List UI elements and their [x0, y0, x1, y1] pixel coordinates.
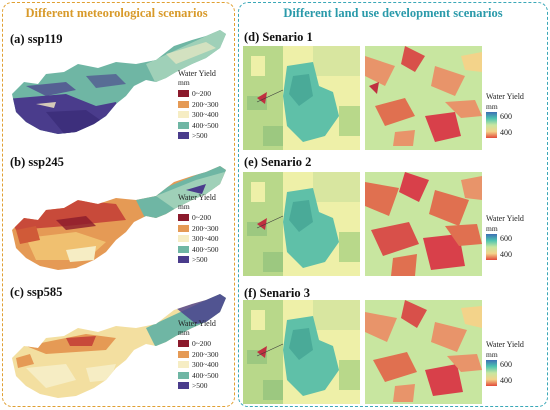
legend-item: 0~200: [178, 89, 219, 100]
legend-swatch: [178, 371, 189, 379]
legend-swatch: [178, 121, 189, 129]
legend-unit: mm: [178, 78, 190, 87]
legend-item: >500: [178, 381, 219, 392]
legend-title: Water Yield: [486, 340, 524, 349]
water-yield-map-senario-1: [365, 46, 482, 150]
legend-min-label: 400: [500, 128, 512, 137]
legend-max-label: 600: [500, 234, 512, 243]
legend-item: 200~300: [178, 223, 219, 234]
legend-swatch: [178, 90, 189, 98]
legend-ssp585: Water Yield mm 0~200 200~300 300~400 400…: [178, 320, 219, 391]
color-ramp: [486, 360, 497, 386]
color-ramp: [486, 112, 497, 138]
legend-item: 200~300: [178, 99, 219, 110]
legend-item: 300~400: [178, 360, 219, 371]
legend-label: 200~300: [192, 99, 219, 109]
color-ramp: [486, 234, 497, 260]
legend-label: 200~300: [192, 223, 219, 233]
legend-ssp119: Water Yield mm 0~200 200~300 300~400 400…: [178, 70, 219, 141]
legend-label: 400~500: [192, 244, 219, 254]
legend-item: 400~500: [178, 120, 219, 131]
meteorological-scenarios-panel: [2, 2, 235, 407]
map-ssp585: [12, 294, 226, 398]
legend-label: 300~400: [192, 110, 219, 119]
legend-senario-3: Water Yield mm 600 400: [486, 340, 546, 386]
legend-label: 400~500: [192, 120, 219, 130]
legend-item: 400~500: [178, 244, 219, 255]
land-use-panel-title: Different land use development scenarios: [283, 6, 503, 20]
legend-swatch: [178, 382, 189, 390]
map-label-ssp245: (b) ssp245: [10, 155, 64, 169]
legend-swatch: [178, 224, 189, 232]
legend-item: >500: [178, 131, 219, 142]
legend-label: 300~400: [192, 360, 219, 369]
legend-max-label: 600: [500, 360, 512, 369]
legend-title: Water Yield: [178, 69, 216, 78]
legend-item: 400~500: [178, 370, 219, 381]
legend-swatch: [178, 350, 189, 358]
legend-unit: mm: [486, 102, 498, 111]
legend-ssp245: Water Yield mm 0~200 200~300 300~400 400…: [178, 194, 219, 265]
land-use-scenarios-panel: [238, 2, 548, 407]
land-use-map-senario-2: [243, 172, 360, 276]
legend-swatch: [178, 132, 189, 140]
legend-swatch: [178, 361, 189, 369]
legend-label: >500: [192, 381, 208, 390]
legend-swatch: [178, 256, 189, 264]
legend-title: Water Yield: [178, 319, 216, 328]
legend-title: Water Yield: [178, 193, 216, 202]
legend-senario-1: Water Yield mm 600 400: [486, 92, 546, 138]
legend-label: >500: [192, 255, 208, 264]
meteorological-panel-title: Different meteorological scenarios: [25, 6, 208, 20]
land-use-map-senario-1: [243, 46, 360, 150]
legend-swatch: [178, 214, 189, 222]
legend-min-label: 400: [500, 376, 512, 385]
map-label-senario-2: (e) Senario 2: [244, 155, 312, 169]
legend-swatch: [178, 100, 189, 108]
legend-item: 0~200: [178, 339, 219, 350]
legend-title: Water Yield: [486, 92, 524, 101]
legend-unit: mm: [486, 224, 498, 233]
legend-label: 400~500: [192, 370, 219, 380]
legend-item: 200~300: [178, 349, 219, 360]
legend-unit: mm: [178, 202, 190, 211]
legend-label: 0~200: [192, 213, 212, 222]
land-use-map-senario-3: [243, 300, 360, 404]
water-yield-map-senario-2: [365, 172, 482, 276]
legend-swatch: [178, 235, 189, 243]
legend-item: 300~400: [178, 234, 219, 245]
legend-swatch: [178, 111, 189, 119]
map-ssp119: [12, 30, 226, 134]
legend-min-label: 400: [500, 250, 512, 259]
map-label-senario-1: (d) Senario 1: [244, 30, 313, 44]
legend-title: Water Yield: [486, 214, 524, 223]
legend-unit: mm: [178, 328, 190, 337]
legend-item: >500: [178, 255, 219, 266]
map-ssp245: [12, 166, 226, 270]
map-label-ssp119: (a) ssp119: [10, 32, 63, 46]
map-label-ssp585: (c) ssp585: [10, 285, 63, 299]
map-label-senario-3: (f) Senario 3: [244, 286, 310, 300]
legend-unit: mm: [486, 350, 498, 359]
legend-senario-2: Water Yield mm 600 400: [486, 214, 546, 260]
legend-max-label: 600: [500, 112, 512, 121]
legend-label: 0~200: [192, 89, 212, 98]
legend-item: 0~200: [178, 213, 219, 224]
water-yield-map-senario-3: [365, 300, 482, 404]
legend-swatch: [178, 340, 189, 348]
legend-swatch: [178, 245, 189, 253]
legend-item: 300~400: [178, 110, 219, 121]
legend-label: 200~300: [192, 349, 219, 359]
legend-label: >500: [192, 131, 208, 140]
legend-label: 300~400: [192, 234, 219, 243]
legend-label: 0~200: [192, 339, 212, 348]
